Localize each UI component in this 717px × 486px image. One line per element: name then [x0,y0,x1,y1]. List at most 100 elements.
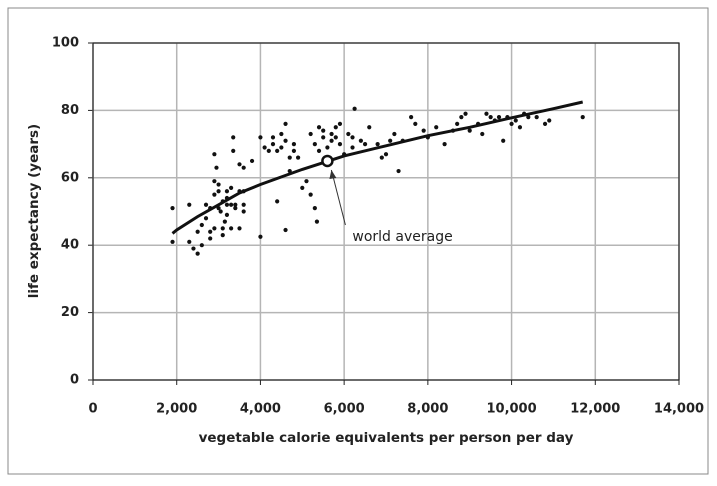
point [231,148,236,153]
point [208,229,213,234]
point [279,145,284,150]
trend-line [171,100,584,235]
point [312,206,317,211]
x-tick-label: 14,000 [654,402,704,417]
point [329,131,334,137]
point [212,152,217,157]
x-tick-label: 8,000 [407,402,448,417]
point [233,206,238,211]
point [346,131,351,137]
point [534,115,539,120]
point [283,227,288,233]
point [187,202,192,207]
point [241,209,246,214]
point [316,125,322,130]
point [224,189,230,194]
point [195,229,200,234]
point [203,216,209,221]
point [208,236,213,241]
point [367,125,372,130]
y-tick-label: 80 [61,103,79,118]
point [362,142,368,147]
point [513,118,518,123]
point [195,251,200,256]
point [212,226,217,231]
point [547,118,552,123]
point [270,142,276,147]
point [222,219,227,224]
point [542,121,548,126]
point [275,199,280,204]
point [375,142,380,147]
point [229,226,234,231]
y-tick-label: 20 [61,305,79,320]
point [237,226,242,231]
point [283,121,288,126]
y-axis-label: life expectancy (years) [26,124,42,298]
point [329,138,334,143]
point [358,138,363,143]
point [199,222,204,228]
point [325,145,330,150]
point [312,142,317,147]
point [501,138,506,143]
point [526,115,531,120]
point [241,165,246,170]
point [191,246,196,251]
point [300,185,305,191]
point [304,179,309,184]
point [266,148,271,153]
point [224,212,230,217]
x-tick-label: 12,000 [570,402,620,417]
world-average-marker [321,154,334,168]
y-tick-label: 60 [61,170,79,185]
point [509,121,514,126]
point [517,125,523,130]
x-axis-label: vegetable calorie equivalents per person… [199,430,574,446]
point [480,131,485,137]
point [283,138,288,143]
point [214,165,219,170]
point [383,152,389,157]
point [218,209,223,214]
point [455,121,460,126]
point [337,121,343,126]
point [170,239,175,244]
point [421,128,426,133]
x-tick-label: 6,000 [324,402,365,417]
point [388,138,393,143]
point [488,115,493,120]
x-tick-label: 4,000 [240,402,281,417]
y-tick-label: 0 [70,373,79,388]
annotation-arrow [330,169,346,226]
frame [7,7,709,475]
point [275,148,280,153]
point [333,135,338,140]
point [249,158,255,164]
point [233,202,238,207]
point [580,115,585,120]
point [379,155,384,160]
point [467,128,472,133]
point [262,145,267,150]
point [350,145,355,150]
point [459,115,464,120]
point [170,206,175,211]
point [463,111,468,116]
point [212,179,217,184]
point [220,226,225,231]
point [413,121,418,126]
point [352,106,357,111]
y-tick-label: 100 [52,36,79,51]
point [308,131,313,137]
point [308,192,313,197]
point [216,182,221,187]
y-tick-label: 40 [61,238,79,253]
point [203,202,209,207]
point [287,155,292,160]
point [270,135,276,140]
x-tick-label: 2,000 [156,402,197,417]
point [321,128,326,133]
point [316,148,322,153]
